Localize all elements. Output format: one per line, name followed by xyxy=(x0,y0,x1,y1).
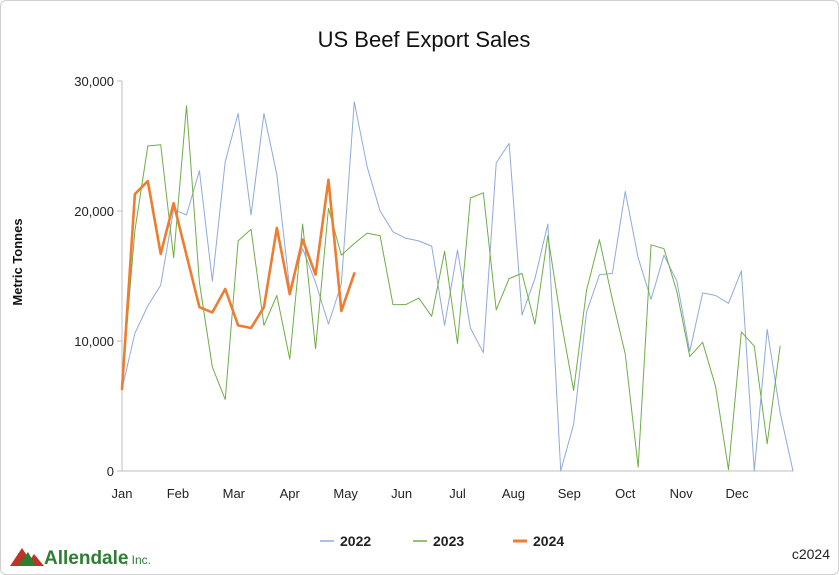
y-axis-label: Metric Tonnes xyxy=(10,218,25,305)
x-tick-label: Apr xyxy=(280,486,301,501)
x-tick-label: Dec xyxy=(726,486,750,501)
y-tick-label: 10,000 xyxy=(74,334,114,349)
legend: 2022 2023 2024 xyxy=(320,533,564,549)
logo-suffix: , Inc. xyxy=(125,553,151,567)
x-tick-label: Aug xyxy=(502,486,525,501)
x-tick-label: Nov xyxy=(670,486,694,501)
x-tick-label: Jul xyxy=(449,486,466,501)
legend-label-2022: 2022 xyxy=(340,533,371,549)
legend-label-2023: 2023 xyxy=(433,533,464,549)
allendale-logo: Allendale , Inc. xyxy=(10,548,151,569)
copyright-text: c2024 xyxy=(791,546,830,562)
x-tick-label: Jan xyxy=(112,486,133,501)
logo-text: Allendale xyxy=(44,548,128,569)
series-line-2024 xyxy=(120,178,356,391)
chart-title: US Beef Export Sales xyxy=(318,27,531,52)
y-tick-label: 0 xyxy=(107,464,114,479)
x-tick-label: Oct xyxy=(615,486,636,501)
x-tick-label: Mar xyxy=(223,486,246,501)
y-tick-label: 20,000 xyxy=(74,204,114,219)
x-tick-label: Jun xyxy=(391,486,412,501)
x-tick-label: May xyxy=(333,486,358,501)
x-tick-label: Feb xyxy=(167,486,189,501)
x-tick-label: Sep xyxy=(558,486,581,501)
series-line-2023 xyxy=(121,105,781,471)
axes: 0 10,000 20,000 30,000 Jan Feb Mar Apr May Jun Jul… xyxy=(74,74,793,501)
y-tick-label: 30,000 xyxy=(74,74,114,89)
legend-label-2024: 2024 xyxy=(533,533,564,549)
plot-area xyxy=(120,101,794,472)
series-line-2022 xyxy=(121,101,794,472)
